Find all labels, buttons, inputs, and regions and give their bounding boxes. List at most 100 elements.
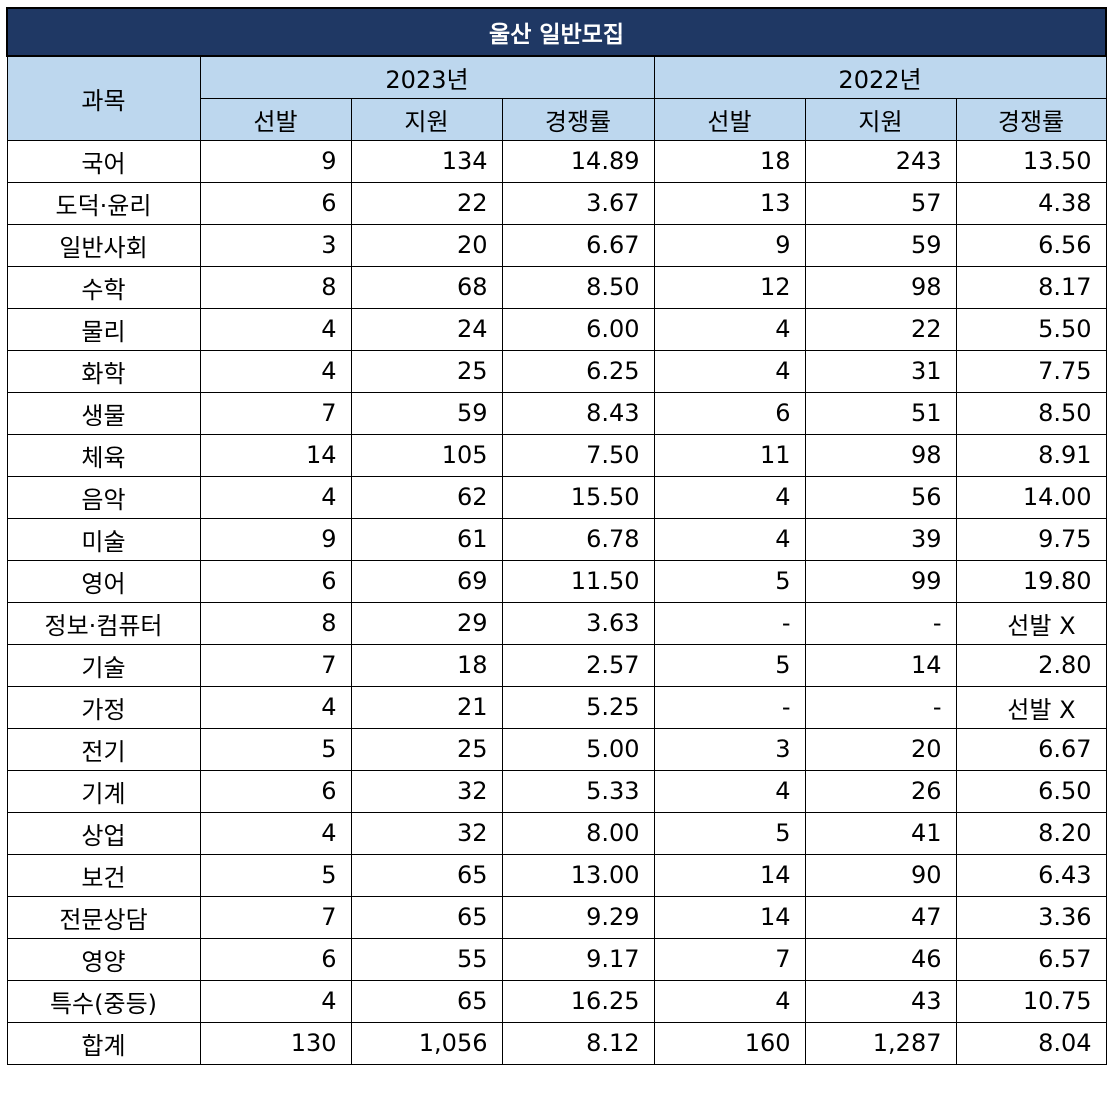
applicants-2023-cell[interactable]: 18 xyxy=(350,643,503,687)
subject-cell[interactable]: 정보·컴퓨터 xyxy=(6,601,201,645)
applicants-2023-cell[interactable]: 1,056 xyxy=(350,1021,503,1065)
selected-2022-cell[interactable]: 14 xyxy=(653,853,806,897)
ratio-2023-cell[interactable]: 5.25 xyxy=(501,685,655,729)
sub-header-selected-2022[interactable]: 선발 xyxy=(653,97,806,141)
applicants-2023-cell[interactable]: 59 xyxy=(350,391,503,435)
subject-cell[interactable]: 영양 xyxy=(6,937,201,981)
ratio-2022-cell[interactable]: 2.80 xyxy=(955,643,1107,687)
selected-2022-cell[interactable]: 4 xyxy=(653,349,806,393)
selected-2022-cell[interactable]: 14 xyxy=(653,895,806,939)
applicants-2023-cell[interactable]: 32 xyxy=(350,811,503,855)
applicants-2023-cell[interactable]: 68 xyxy=(350,265,503,309)
subject-cell[interactable]: 생물 xyxy=(6,391,201,435)
subject-cell[interactable]: 특수(중등) xyxy=(6,979,201,1023)
subject-cell[interactable]: 가정 xyxy=(6,685,201,729)
subject-cell[interactable]: 보건 xyxy=(6,853,201,897)
subject-cell[interactable]: 체육 xyxy=(6,433,201,477)
selected-2023-cell[interactable]: 4 xyxy=(199,349,352,393)
ratio-2023-cell[interactable]: 6.78 xyxy=(501,517,655,561)
selected-2022-cell[interactable]: 4 xyxy=(653,475,806,519)
selected-2023-cell[interactable]: 4 xyxy=(199,811,352,855)
selected-2022-cell[interactable]: 4 xyxy=(653,517,806,561)
ratio-2022-cell[interactable]: 9.75 xyxy=(955,517,1107,561)
applicants-2023-cell[interactable]: 32 xyxy=(350,769,503,813)
selected-2022-cell[interactable]: 9 xyxy=(653,223,806,267)
applicants-2022-cell[interactable]: 20 xyxy=(804,727,957,771)
ratio-2023-cell[interactable]: 9.17 xyxy=(501,937,655,981)
ratio-2023-cell[interactable]: 3.63 xyxy=(501,601,655,645)
ratio-2022-cell[interactable]: 6.56 xyxy=(955,223,1107,267)
subject-cell[interactable]: 국어 xyxy=(6,139,201,183)
ratio-2022-cell[interactable]: 8.50 xyxy=(955,391,1107,435)
subject-cell[interactable]: 물리 xyxy=(6,307,201,351)
subject-cell[interactable]: 음악 xyxy=(6,475,201,519)
selected-2023-cell[interactable]: 4 xyxy=(199,475,352,519)
ratio-2023-cell[interactable]: 7.50 xyxy=(501,433,655,477)
ratio-2022-cell[interactable]: 6.67 xyxy=(955,727,1107,771)
ratio-2023-cell[interactable]: 16.25 xyxy=(501,979,655,1023)
selected-2022-cell[interactable]: 13 xyxy=(653,181,806,225)
selected-2023-cell[interactable]: 4 xyxy=(199,685,352,729)
selected-2022-cell[interactable]: 18 xyxy=(653,139,806,183)
applicants-2022-cell[interactable]: 39 xyxy=(804,517,957,561)
applicants-2023-cell[interactable]: 25 xyxy=(350,727,503,771)
selected-2022-cell[interactable]: 6 xyxy=(653,391,806,435)
applicants-2022-cell[interactable]: 57 xyxy=(804,181,957,225)
selected-2022-cell[interactable]: 5 xyxy=(653,559,806,603)
applicants-2022-cell[interactable]: 98 xyxy=(804,433,957,477)
applicants-2023-cell[interactable]: 69 xyxy=(350,559,503,603)
ratio-2022-cell[interactable]: 선발 X xyxy=(955,601,1107,645)
ratio-2023-cell[interactable]: 3.67 xyxy=(501,181,655,225)
ratio-2022-cell[interactable]: 8.20 xyxy=(955,811,1107,855)
applicants-2022-cell[interactable]: 51 xyxy=(804,391,957,435)
year-header-2023[interactable]: 2023년 xyxy=(199,55,655,99)
ratio-2023-cell[interactable]: 8.43 xyxy=(501,391,655,435)
applicants-2022-cell[interactable]: 47 xyxy=(804,895,957,939)
selected-2023-cell[interactable]: 9 xyxy=(199,139,352,183)
ratio-2022-cell[interactable]: 13.50 xyxy=(955,139,1107,183)
ratio-2023-cell[interactable]: 14.89 xyxy=(501,139,655,183)
selected-2023-cell[interactable]: 7 xyxy=(199,391,352,435)
ratio-2022-cell[interactable]: 8.17 xyxy=(955,265,1107,309)
ratio-2023-cell[interactable]: 5.00 xyxy=(501,727,655,771)
applicants-2023-cell[interactable]: 61 xyxy=(350,517,503,561)
selected-2023-cell[interactable]: 6 xyxy=(199,181,352,225)
ratio-2023-cell[interactable]: 8.50 xyxy=(501,265,655,309)
applicants-2022-cell[interactable]: 22 xyxy=(804,307,957,351)
ratio-2023-cell[interactable]: 6.00 xyxy=(501,307,655,351)
applicants-2022-cell[interactable]: 59 xyxy=(804,223,957,267)
subject-cell[interactable]: 화학 xyxy=(6,349,201,393)
ratio-2022-cell[interactable]: 8.04 xyxy=(955,1021,1107,1065)
selected-2023-cell[interactable]: 7 xyxy=(199,643,352,687)
subject-cell[interactable]: 상업 xyxy=(6,811,201,855)
year-header-2022[interactable]: 2022년 xyxy=(653,55,1107,99)
sub-header-applicants-2022[interactable]: 지원 xyxy=(804,97,957,141)
applicants-2022-cell[interactable]: - xyxy=(804,685,957,729)
selected-2022-cell[interactable]: 4 xyxy=(653,769,806,813)
subject-cell[interactable]: 합계 xyxy=(6,1021,201,1065)
selected-2023-cell[interactable]: 4 xyxy=(199,979,352,1023)
subject-cell[interactable]: 기술 xyxy=(6,643,201,687)
subject-cell[interactable]: 도덕·윤리 xyxy=(6,181,201,225)
selected-2022-cell[interactable]: 160 xyxy=(653,1021,806,1065)
selected-2023-cell[interactable]: 5 xyxy=(199,853,352,897)
sub-header-applicants-2023[interactable]: 지원 xyxy=(350,97,503,141)
selected-2022-cell[interactable]: 7 xyxy=(653,937,806,981)
sub-header-selected-2023[interactable]: 선발 xyxy=(199,97,352,141)
ratio-2022-cell[interactable]: 6.57 xyxy=(955,937,1107,981)
applicants-2022-cell[interactable]: 56 xyxy=(804,475,957,519)
ratio-2023-cell[interactable]: 11.50 xyxy=(501,559,655,603)
ratio-2022-cell[interactable]: 14.00 xyxy=(955,475,1107,519)
ratio-2022-cell[interactable]: 8.91 xyxy=(955,433,1107,477)
applicants-2022-cell[interactable]: 43 xyxy=(804,979,957,1023)
applicants-2022-cell[interactable]: - xyxy=(804,601,957,645)
selected-2022-cell[interactable]: 4 xyxy=(653,307,806,351)
subject-cell[interactable]: 수학 xyxy=(6,265,201,309)
ratio-2022-cell[interactable]: 6.43 xyxy=(955,853,1107,897)
subject-cell[interactable]: 기계 xyxy=(6,769,201,813)
ratio-2023-cell[interactable]: 8.12 xyxy=(501,1021,655,1065)
selected-2023-cell[interactable]: 6 xyxy=(199,769,352,813)
applicants-2023-cell[interactable]: 65 xyxy=(350,979,503,1023)
applicants-2022-cell[interactable]: 46 xyxy=(804,937,957,981)
selected-2022-cell[interactable]: 12 xyxy=(653,265,806,309)
